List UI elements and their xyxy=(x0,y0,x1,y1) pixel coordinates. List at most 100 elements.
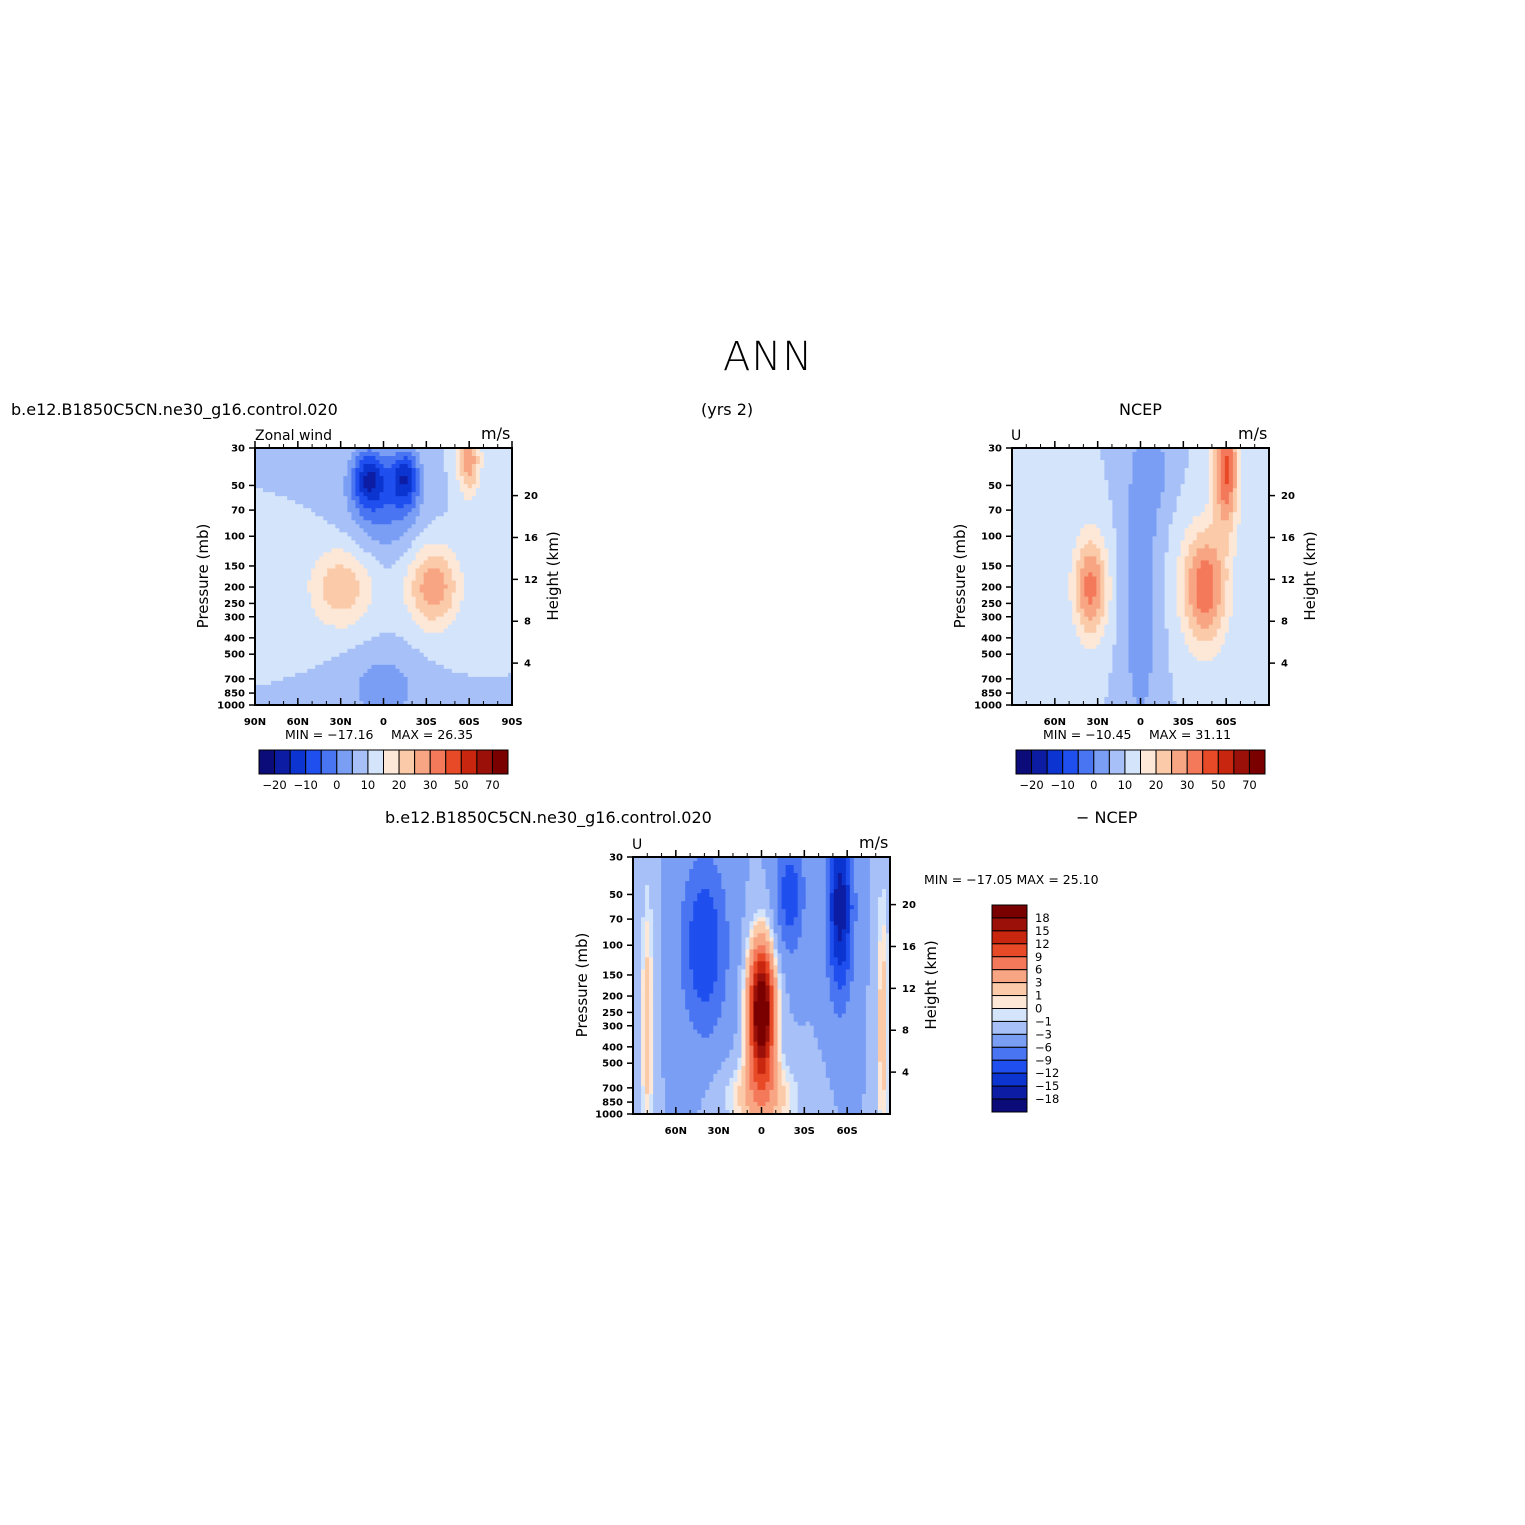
contour-cell xyxy=(431,664,437,670)
contour-cell xyxy=(323,488,328,493)
contour-cell xyxy=(495,516,501,521)
contour-cell xyxy=(255,600,260,606)
contour-cell xyxy=(275,536,280,541)
contour-cell xyxy=(299,544,304,549)
contour-cell xyxy=(271,552,276,558)
contour-cell xyxy=(387,540,393,545)
contour-cell xyxy=(423,512,429,517)
contour-cell xyxy=(283,552,288,558)
contour-cell xyxy=(507,492,513,497)
contour-cell xyxy=(383,468,389,473)
contour-cell xyxy=(499,624,505,630)
contour-cell xyxy=(1224,488,1230,493)
contour-cell xyxy=(463,596,469,602)
contour-cell xyxy=(439,632,445,638)
contour-cell xyxy=(411,640,417,646)
contour-cell xyxy=(467,580,473,586)
contour-cell xyxy=(423,660,429,666)
contour-cell xyxy=(279,568,284,574)
contour-cell xyxy=(455,520,461,525)
contour-cell xyxy=(383,664,389,670)
contour-cell xyxy=(431,656,437,662)
contour-cell xyxy=(495,460,501,465)
contour-cell xyxy=(431,600,437,606)
contour-cell xyxy=(403,668,409,674)
contour-cell xyxy=(447,632,453,638)
contour-cell xyxy=(439,568,445,574)
contour-cell xyxy=(403,596,409,602)
contour-cell xyxy=(267,588,272,594)
contour-cell xyxy=(287,612,292,618)
contour-cell xyxy=(463,628,469,634)
contour-cell xyxy=(303,608,308,614)
contour-cell xyxy=(431,668,437,674)
contour-cell xyxy=(343,476,348,481)
contour-cell xyxy=(271,688,276,694)
contour-cell xyxy=(1020,468,1025,473)
contour-cell xyxy=(391,556,397,562)
contour-cell xyxy=(1200,488,1206,493)
contour-cell xyxy=(407,660,413,666)
contour-cell xyxy=(1060,460,1065,465)
contour-cell xyxy=(467,636,473,642)
contour-cell xyxy=(295,468,300,473)
contour-cell xyxy=(275,532,280,537)
contour-cell xyxy=(1104,468,1109,473)
contour-cell xyxy=(439,496,445,501)
contour-cell xyxy=(1068,484,1073,489)
contour-cell xyxy=(359,692,365,698)
contour-cell xyxy=(391,468,397,473)
contour-cell xyxy=(471,616,477,622)
contour-cell xyxy=(379,684,385,690)
contour-cell xyxy=(359,684,365,690)
contour-cell xyxy=(311,660,316,666)
contour-cell xyxy=(403,480,409,485)
contour-cell xyxy=(287,452,292,457)
contour-cell xyxy=(419,496,425,501)
contour-cell xyxy=(347,452,352,457)
contour-cell xyxy=(287,632,292,638)
contour-cell xyxy=(331,568,336,574)
contour-cell xyxy=(259,540,264,545)
contour-cell xyxy=(455,592,461,598)
contour-cell xyxy=(283,480,288,485)
contour-cell xyxy=(1032,460,1037,465)
contour-cell xyxy=(1232,468,1238,473)
contour-cell xyxy=(503,680,509,686)
contour-cell xyxy=(487,492,493,497)
contour-cell xyxy=(351,672,356,678)
contour-cell xyxy=(255,692,260,698)
contour-cell xyxy=(263,572,268,578)
contour-cell xyxy=(335,536,340,541)
contour-cell xyxy=(1108,472,1113,477)
contour-cell xyxy=(363,528,369,533)
contour-cell xyxy=(335,632,340,638)
contour-cell xyxy=(375,540,381,545)
contour-cell xyxy=(463,532,469,537)
contour-cell xyxy=(383,456,389,461)
contour-cell xyxy=(1160,488,1166,493)
contour-cell xyxy=(263,472,268,477)
contour-cell xyxy=(451,640,457,646)
contour-cell xyxy=(339,636,344,642)
contour-cell xyxy=(447,572,453,578)
contour-cell xyxy=(323,516,328,521)
contour-cell xyxy=(279,512,284,517)
contour-cell xyxy=(403,500,409,505)
contour-cell xyxy=(1200,472,1206,477)
contour-cell xyxy=(355,460,361,465)
contour-cell xyxy=(355,500,361,505)
contour-cell xyxy=(491,644,497,650)
contour-cell xyxy=(499,656,505,662)
contour-cell xyxy=(435,480,441,485)
contour-cell xyxy=(475,460,481,465)
contour-cell xyxy=(255,592,260,598)
contour-cell xyxy=(419,544,425,549)
contour-cell xyxy=(1232,464,1238,469)
contour-cell xyxy=(263,696,268,702)
contour-cell xyxy=(423,592,429,598)
contour-cell xyxy=(323,600,328,606)
contour-cell xyxy=(463,684,469,690)
contour-cell xyxy=(335,516,340,521)
contour-cell xyxy=(355,508,361,513)
